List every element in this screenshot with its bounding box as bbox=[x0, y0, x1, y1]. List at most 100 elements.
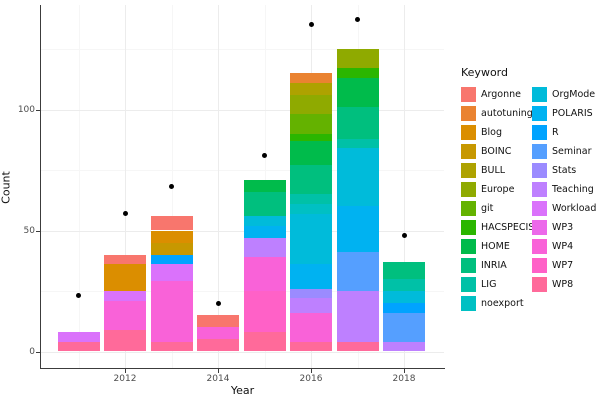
bar-segment-2013-WP4 bbox=[150, 281, 193, 342]
legend-swatch-HOME bbox=[461, 239, 476, 254]
legend-label: noexport bbox=[481, 298, 524, 309]
legend: Keyword Argonne autotuning Blog BOINC BULL Eu… bbox=[455, 66, 596, 313]
data-point-2016 bbox=[308, 22, 314, 28]
bar-segment-2011-Workload bbox=[57, 332, 100, 342]
bar-segment-2017-OrgMode bbox=[336, 148, 379, 207]
y-tick-mark bbox=[36, 109, 40, 111]
legend-item-Teaching: Teaching bbox=[532, 180, 594, 199]
bar-segment-2017-Seminar bbox=[336, 252, 379, 291]
data-point-2014 bbox=[215, 300, 221, 306]
legend-item-Seminar: Seminar bbox=[532, 142, 592, 161]
bar-segment-2012-WP4 bbox=[104, 300, 146, 330]
legend-item-BOINC: BOINC bbox=[461, 142, 526, 161]
x-minor-gridline bbox=[78, 5, 80, 368]
legend-item-WP8: WP8 bbox=[532, 275, 592, 294]
bar-segment-2015-WP7 bbox=[243, 291, 286, 333]
x-major-gridline bbox=[218, 5, 219, 368]
legend-swatch-Workload bbox=[532, 201, 547, 216]
y-tick-mark bbox=[36, 230, 40, 232]
legend-swatch-Seminar bbox=[532, 144, 547, 159]
bar-segment-2018-OrgMode bbox=[383, 291, 425, 304]
legend-item-R: R bbox=[532, 123, 592, 142]
legend-swatch-BOINC bbox=[461, 144, 476, 159]
legend-label: BULL bbox=[481, 165, 506, 176]
bar-segment-2017-INRIA bbox=[336, 107, 379, 139]
bar-segment-2017-HOME bbox=[336, 78, 379, 108]
legend-item-noexport: noexport bbox=[461, 294, 526, 313]
legend-label: INRIA bbox=[481, 260, 507, 271]
legend-swatch-OrgMode bbox=[532, 87, 547, 102]
legend-label: LIG bbox=[481, 279, 497, 290]
legend-item-git: git bbox=[461, 199, 526, 218]
bar-segment-2011-WP8 bbox=[57, 341, 100, 352]
legend-swatch-WP7 bbox=[532, 258, 547, 273]
legend-swatch-WP8 bbox=[532, 277, 547, 292]
bar-segment-2013-Blog bbox=[150, 230, 193, 243]
y-minor-gridline bbox=[41, 170, 444, 171]
legend-swatch-Teaching bbox=[532, 182, 547, 197]
legend-item-Stats: Stats bbox=[532, 161, 592, 180]
legend-swatch-Argonne bbox=[461, 87, 476, 102]
bar-segment-2013-Workload bbox=[150, 264, 193, 282]
legend-label: Blog bbox=[481, 127, 502, 138]
bar-segment-2013-Argonne bbox=[150, 215, 193, 231]
data-point-2012 bbox=[122, 211, 128, 217]
bar-segment-2014-Argonne bbox=[197, 315, 239, 328]
y-major-gridline bbox=[41, 109, 444, 111]
legend-item-WP3: WP3 bbox=[532, 218, 592, 237]
legend-columns: Argonne autotuning Blog BOINC BULL Europe git H… bbox=[455, 85, 596, 313]
bar-segment-2017-WP8 bbox=[336, 341, 379, 352]
legend-label: WP3 bbox=[552, 222, 574, 233]
y-major-gridline bbox=[41, 230, 444, 232]
bar-segment-2016-noexport bbox=[290, 203, 332, 214]
legend-column-2: OrgMode POLARIS R Seminar Stats Teaching Workl… bbox=[526, 85, 596, 294]
bar-segment-2015-OrgMode bbox=[243, 215, 286, 226]
x-tick-label: 2012 bbox=[113, 374, 137, 384]
legend-item-Argonne: Argonne bbox=[461, 85, 526, 104]
legend-item-INRIA: INRIA bbox=[461, 256, 526, 275]
legend-label: WP8 bbox=[552, 279, 574, 290]
bar-segment-2016-INRIA bbox=[290, 165, 332, 195]
x-tick-mark bbox=[218, 369, 219, 373]
bar-segment-2017-LIG bbox=[336, 138, 379, 149]
legend-item-BULL: BULL bbox=[461, 161, 526, 180]
legend-swatch-autotuning bbox=[461, 106, 476, 121]
bar-segment-2018-R bbox=[383, 303, 425, 313]
legend-label: POLARIS bbox=[552, 108, 593, 119]
legend-title: Keyword bbox=[461, 66, 508, 79]
x-tick-mark bbox=[125, 369, 126, 373]
legend-item-OrgMode: OrgMode bbox=[532, 85, 595, 104]
data-point-2013 bbox=[169, 184, 174, 190]
legend-swatch-Blog bbox=[461, 125, 476, 140]
bar-segment-2018-INRIA bbox=[383, 261, 425, 279]
legend-label: Argonne bbox=[481, 89, 521, 100]
x-tick-mark bbox=[404, 369, 405, 373]
legend-item-Blog: Blog bbox=[461, 123, 526, 142]
legend-swatch-INRIA bbox=[461, 258, 476, 273]
bar-segment-2012-Workload bbox=[104, 291, 146, 301]
legend-label: Workload bbox=[552, 203, 597, 214]
legend-item-Europe: Europe bbox=[461, 180, 526, 199]
legend-label: R bbox=[552, 127, 559, 138]
legend-swatch-HACSPECIS bbox=[461, 220, 476, 235]
y-axis-title: Count bbox=[0, 171, 13, 204]
legend-item-Workload: Workload bbox=[532, 199, 596, 218]
legend-label: Seminar bbox=[552, 146, 592, 157]
bar-segment-2016-HOME bbox=[290, 140, 332, 166]
bar-segment-2014-WP8 bbox=[197, 339, 239, 352]
bar-segment-2015-POLARIS bbox=[243, 225, 286, 238]
y-minor-gridline bbox=[41, 291, 444, 292]
bar-segment-2016-OrgMode bbox=[290, 213, 332, 265]
y-tick-label: 50 bbox=[23, 225, 35, 236]
bar-segment-2017-Europe bbox=[336, 49, 379, 69]
legend-item-LIG: LIG bbox=[461, 275, 526, 294]
legend-label: HACSPECIS bbox=[481, 222, 535, 233]
x-axis-line bbox=[40, 368, 445, 369]
legend-swatch-WP4 bbox=[532, 239, 547, 254]
legend-label: Stats bbox=[552, 165, 577, 176]
data-point-2017 bbox=[355, 17, 360, 23]
bar-segment-2016-autotuning bbox=[290, 73, 332, 83]
bar-segment-2012-WP8 bbox=[104, 329, 146, 352]
y-tick-label: 0 bbox=[29, 346, 35, 357]
